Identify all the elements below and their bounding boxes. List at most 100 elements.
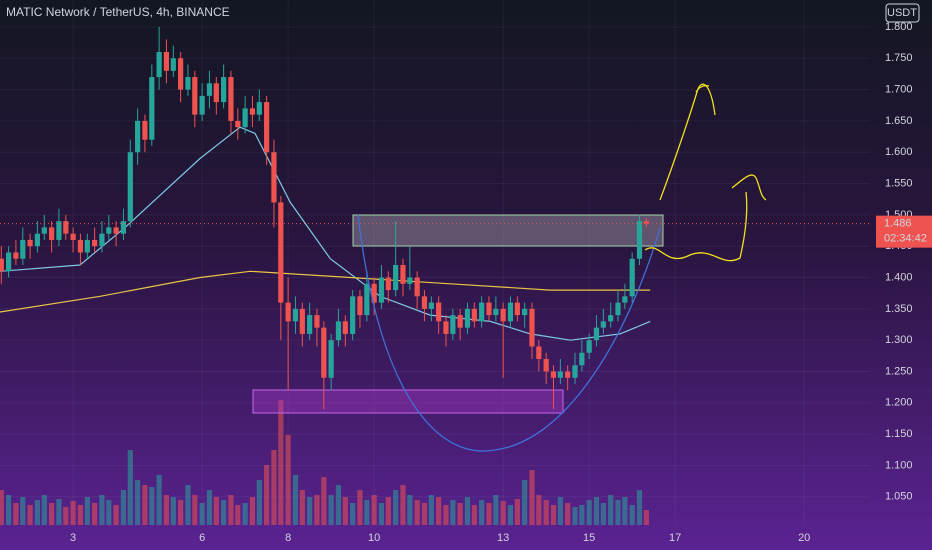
volume-bar	[120, 490, 127, 525]
candle-body	[228, 77, 234, 121]
volume-bar	[543, 500, 549, 525]
candle-body	[629, 258, 635, 297]
volume-bar	[414, 500, 420, 525]
candle-body	[113, 227, 119, 234]
y-tick-label: 1.750	[885, 52, 913, 64]
drawing	[731, 174, 767, 201]
volume-bar	[522, 480, 528, 525]
candle-body	[522, 308, 528, 316]
volume-bar	[464, 497, 471, 525]
volume-bar	[357, 490, 363, 525]
candle-body	[6, 252, 12, 272]
candle-body	[213, 83, 219, 103]
y-tick-label: 1.650	[885, 115, 913, 127]
volume-bar	[579, 505, 585, 525]
volume-bar	[471, 505, 477, 525]
x-tick-label: 13	[497, 532, 509, 544]
volume-bar	[393, 490, 399, 525]
volume-bar	[500, 501, 506, 525]
candle-body	[550, 371, 557, 378]
volume-bar	[450, 500, 456, 525]
last-price: 1.486	[884, 218, 912, 230]
volume-bar	[199, 503, 205, 525]
x-tick-label: 15	[583, 532, 595, 544]
volume-bar	[256, 480, 262, 525]
x-tick-label: 17	[669, 532, 681, 544]
support-zone	[252, 389, 564, 414]
candle-body	[321, 327, 327, 378]
volume-bar	[536, 495, 542, 525]
candle-body	[342, 321, 348, 334]
currency[interactable]: USDT	[887, 7, 917, 19]
candle-body	[142, 120, 148, 140]
volume-bar	[27, 505, 33, 525]
volume-bar	[314, 495, 320, 525]
volume-bar	[328, 495, 334, 525]
candle-body	[163, 51, 170, 71]
candle-body	[292, 308, 299, 322]
y-tick-label: 1.250	[885, 365, 913, 377]
chart-title: MATIC Network / TetherUS, 4h, BINANCE	[6, 5, 230, 19]
volume-bar	[278, 400, 284, 525]
candle-body	[393, 265, 399, 291]
candle-body	[414, 277, 420, 297]
candle-body	[328, 340, 334, 378]
volume-bar	[622, 497, 628, 525]
candle-body	[20, 239, 26, 259]
volume-bar	[185, 485, 191, 525]
candle-body	[242, 108, 248, 128]
volume-bar	[593, 497, 600, 525]
candle-body	[529, 308, 535, 347]
candle-body	[608, 315, 614, 322]
candle-body	[235, 120, 241, 128]
volume-bar	[299, 490, 305, 525]
y-tick-label: 1.100	[885, 459, 913, 471]
volume-bar	[529, 470, 535, 525]
candle-body	[178, 58, 184, 90]
cup-curve	[357, 214, 661, 452]
volume-bar	[486, 503, 492, 525]
candle-body	[450, 315, 456, 334]
volume-bar	[170, 497, 176, 525]
candle-body	[371, 283, 377, 303]
volume-bar	[550, 505, 557, 525]
y-tick-label: 1.700	[885, 83, 913, 95]
volume-bar	[235, 505, 241, 525]
candle-body	[493, 308, 499, 316]
candle-body	[421, 296, 428, 309]
volume-bar	[63, 507, 69, 525]
volume-bar	[70, 501, 76, 525]
candle-body	[479, 302, 485, 322]
volume-bar	[307, 497, 313, 525]
candle-body	[41, 227, 47, 234]
volume-bar	[178, 500, 184, 525]
volume-bar	[206, 490, 213, 525]
candle-body	[127, 152, 133, 222]
candle-body	[357, 296, 363, 316]
volume-bar	[41, 495, 47, 525]
volume-bar	[321, 477, 327, 525]
x-tick-label: 8	[285, 532, 291, 544]
candle-body	[622, 296, 628, 303]
candle-body	[593, 327, 600, 341]
volume-bar	[228, 495, 234, 525]
volume-bar	[385, 497, 391, 525]
volume-bar	[242, 503, 248, 525]
volume-bar	[342, 497, 348, 525]
volume	[0, 400, 649, 525]
volume-bar	[0, 490, 4, 525]
volume-bar	[443, 505, 449, 525]
candle-body	[135, 120, 141, 153]
candle-body	[192, 77, 198, 115]
volume-bar	[335, 485, 342, 525]
candle-body	[256, 102, 262, 115]
candle-body	[335, 321, 342, 341]
candle-body	[457, 315, 463, 328]
currency-button[interactable]	[885, 3, 920, 23]
candle-body	[471, 308, 477, 322]
volume-bar	[149, 487, 155, 525]
volume-bar	[572, 507, 578, 525]
volume-bar	[264, 465, 270, 525]
volume-bar	[493, 495, 499, 525]
